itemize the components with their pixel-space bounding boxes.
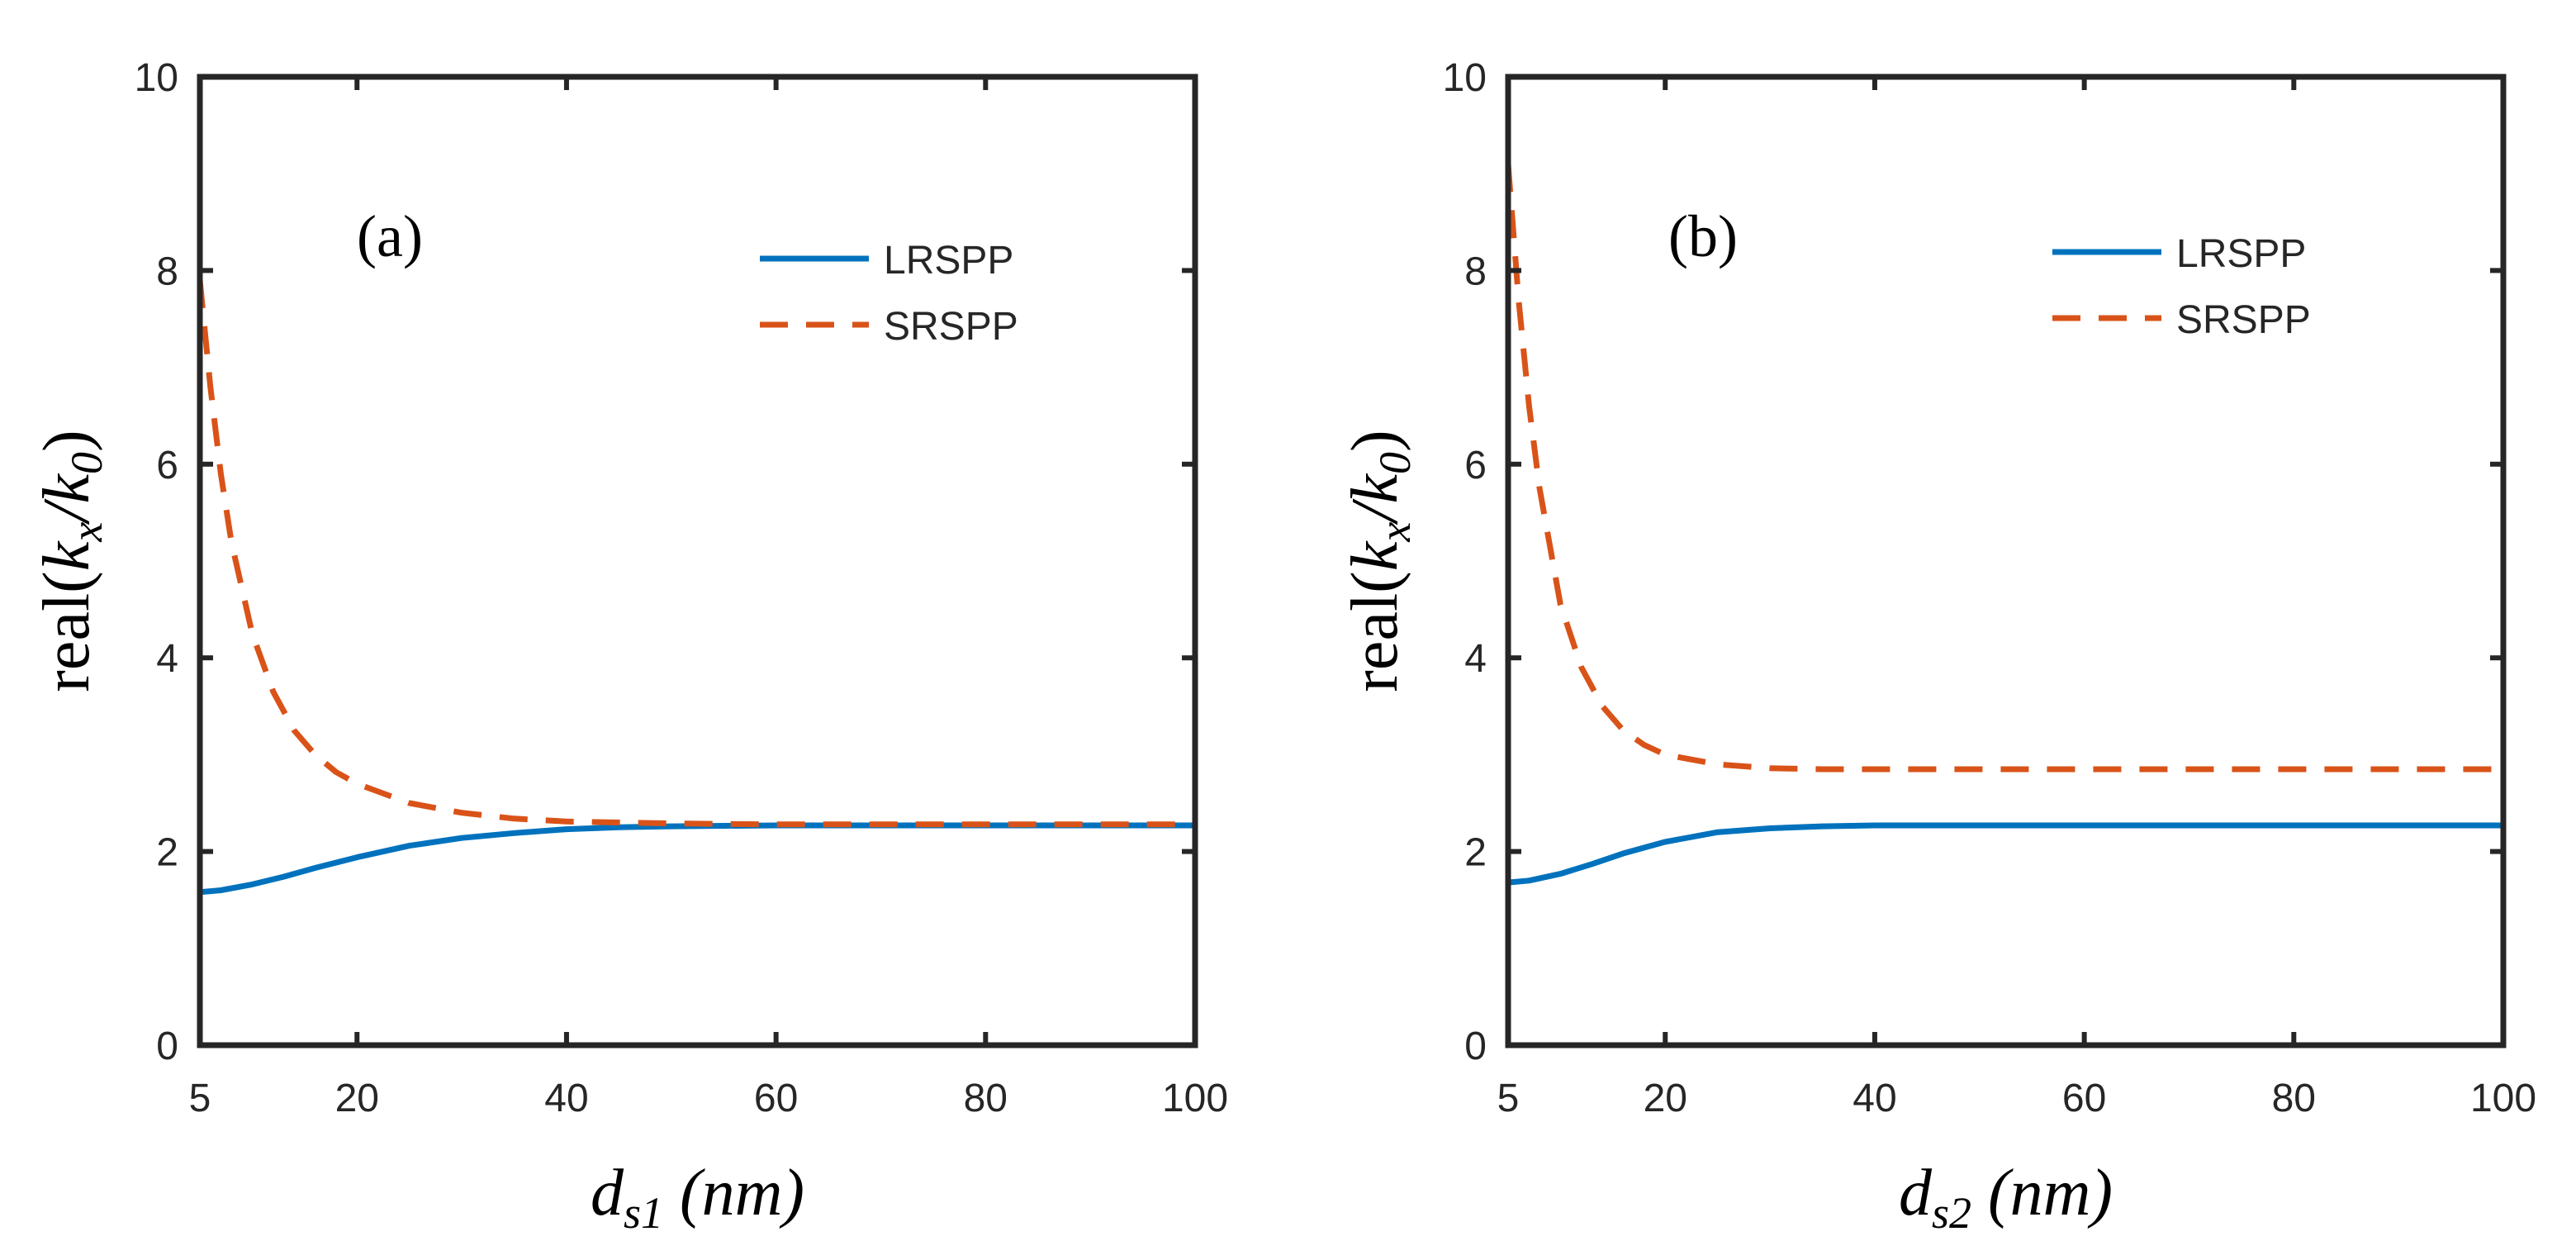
y-tick-label: 4 (1464, 637, 1487, 681)
legend-label-lrspp: LRSPP (2176, 232, 2306, 276)
y-axis-label-suffix: ) (1339, 430, 1411, 452)
y-axis-label: real(kx/k0) (31, 430, 111, 692)
legend-label-srspp: SRSPP (2176, 298, 2311, 342)
y-axis-label-suffix: ) (31, 430, 103, 452)
y-tick-label: 10 (1443, 56, 1487, 100)
x-axis-label-sub: s1 (624, 1188, 663, 1238)
y-tick-label: 10 (135, 56, 178, 100)
x-tick-label: 100 (2470, 1077, 2536, 1120)
y-axis-label-num: k (31, 540, 103, 571)
x-axis-label: ds2 (nm) (1899, 1157, 2113, 1238)
x-tick-label: 100 (1162, 1077, 1228, 1120)
y-axis-label-den-sub: 0 (62, 452, 111, 474)
y-axis-label-den: k (31, 473, 103, 503)
y-tick-label: 2 (1464, 831, 1487, 875)
y-tick-label: 4 (156, 637, 178, 681)
panel-label: (b) (1668, 203, 1738, 269)
x-axis-label: ds1 (nm) (591, 1157, 804, 1238)
x-tick-label: 40 (1853, 1077, 1896, 1120)
y-axis-label-den-sub: 0 (1370, 452, 1420, 474)
panel-a: 5 20 40 60 80 100 0 2 4 6 8 10 (a) LRSPP SRSPP ds1 (nm)… (31, 56, 1228, 1238)
x-tick-label: 20 (1644, 1077, 1687, 1120)
y-axis-label-prefix: real( (1339, 571, 1411, 692)
y-tick-label: 8 (156, 250, 178, 293)
y-tick-label: 0 (156, 1025, 178, 1068)
y-axis-label: real(kx/k0) (1339, 430, 1420, 692)
x-axis-label-base: d (1899, 1157, 1933, 1229)
legend-label-lrspp: LRSPP (884, 239, 1013, 283)
y-axis-label-num-sub: x (1370, 522, 1420, 543)
y-tick-label: 0 (1464, 1025, 1487, 1068)
panel-b: 5 20 40 60 80 100 0 2 4 6 8 10 (b) LRSPP SRSPP ds2 (nm)… (1339, 56, 2536, 1238)
x-axis-label-units: (nm) (1988, 1157, 2113, 1229)
x-tick-label: 80 (964, 1077, 1008, 1120)
y-tick-label: 6 (156, 444, 178, 487)
legend-label-srspp: SRSPP (884, 305, 1018, 349)
x-tick-label: 20 (335, 1077, 379, 1120)
axes-box (197, 74, 1198, 1048)
series-line-lrspp (200, 822, 1195, 896)
panel-label: (a) (357, 203, 423, 269)
x-axis-label-sub: s2 (1932, 1188, 1971, 1238)
x-tick-label: 60 (2062, 1077, 2106, 1120)
x-tick-label: 40 (544, 1077, 588, 1120)
x-tick-label: 5 (1497, 1077, 1520, 1120)
series-line-srspp (200, 279, 1195, 828)
x-axis-label-base: d (591, 1157, 624, 1229)
y-tick-label: 6 (1464, 444, 1487, 487)
y-axis-label-num-sub: x (62, 522, 111, 543)
y-axis-label-den: k (1339, 473, 1411, 503)
x-tick-label: 5 (189, 1077, 211, 1120)
x-tick-label: 80 (2272, 1077, 2316, 1120)
y-tick-label: 2 (156, 831, 178, 875)
y-axis-label-prefix: real( (31, 571, 103, 692)
series-line-lrspp (1508, 822, 2503, 886)
y-tick-label: 8 (1464, 250, 1487, 293)
axes-box (1505, 74, 2507, 1048)
y-axis-label-num: k (1339, 540, 1411, 571)
x-axis-label-units: (nm) (680, 1157, 804, 1229)
x-tick-label: 60 (754, 1077, 798, 1120)
series-line-srspp (1508, 164, 2503, 773)
